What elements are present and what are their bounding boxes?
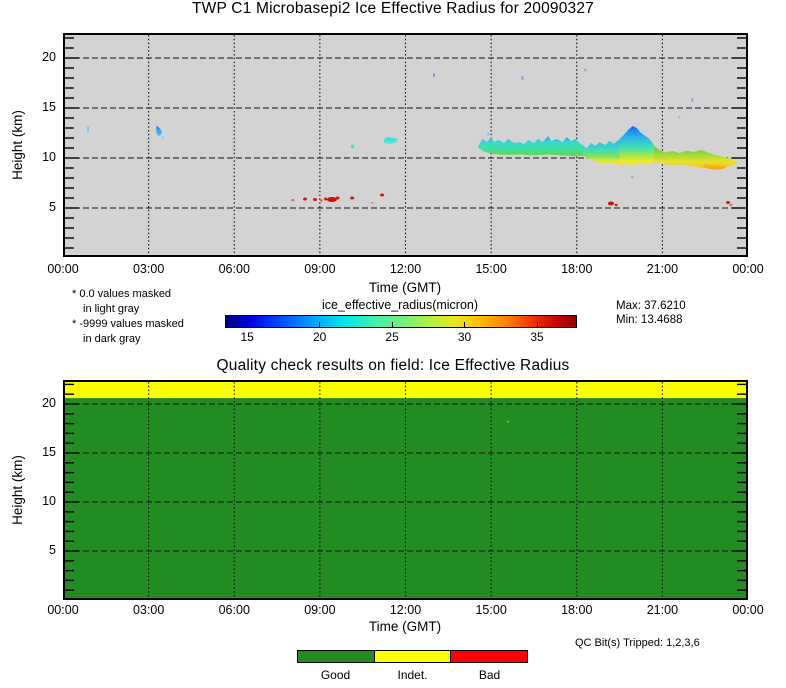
colorbar-label: ice_effective_radius(micron) [321,298,479,312]
x-tick-label: 09:00 [304,262,336,276]
cloud-region-cirrus-1130 [384,137,398,144]
x-tick-label: 09:00 [304,603,336,617]
y-tick-label: 15 [42,445,56,459]
colorbar-tick-mark [246,322,248,327]
legend-label: Indet. [397,668,428,682]
colorbar-max-value: Max: 37.6210 [616,300,686,312]
qc-legend-bar [297,650,528,663]
y-tick-label: 20 [42,50,56,64]
precip-dot [326,197,337,202]
x-tick-label: 06:00 [218,262,250,276]
top-chart-title: TWP C1 Microbasepi2 Ice Effective Radius… [191,0,595,17]
colorbar-tick-label: 20 [312,330,327,344]
mask-note-missing-line1: * -9999 values masked [72,318,184,330]
precip-dot [319,199,323,202]
plot-frame [63,380,748,600]
precip-dot [614,203,618,207]
x-tick-label: 00:00 [47,603,79,617]
colorbar-tick-label: 35 [530,330,544,344]
colorbar-tick-mark [319,322,321,327]
colorbar-tick-label: 30 [457,330,472,344]
legend-swatch-good [298,651,374,662]
precip-dot [726,201,730,204]
precip-dot [303,197,307,201]
qc-bits-note: QC Bit(s) Tripped: 1,2,3,6 [575,637,700,649]
y-tick-label: 15 [42,100,56,114]
colorbar-tick-label: 15 [240,330,254,344]
mask-note-zero-line2: in light gray [83,302,140,315]
colorbar-tick-label: 25 [385,330,399,344]
cloud-speck [87,126,90,132]
x-tick-label: 12:00 [389,262,422,276]
x-tick-label: 12:00 [389,603,422,617]
mask-note-zero: * 0.0 values masked in light gray [72,287,171,316]
precip-dot [630,175,634,179]
cloud-region-anvil-mid [582,139,620,165]
legend-label: Good [320,668,351,682]
x-tick-label: 03:00 [132,603,165,617]
y-tick-label: 5 [49,543,56,557]
precip-dot [380,193,385,197]
precip-dot [729,203,733,207]
y-tick-label: 5 [49,200,56,214]
cloud-region-anvil-peak [619,126,654,165]
colorbar-min-value: Min: 13.4688 [616,314,683,326]
y-tick-label: 10 [42,150,56,164]
cloud-speck [487,132,490,136]
precip-dot [370,202,374,204]
cloud-speck [584,68,587,72]
qc-band-indet [64,381,747,399]
legend-swatch-indet [373,651,451,662]
x-tick-label: 15:00 [475,262,507,276]
x-tick-label: 21:00 [646,603,679,617]
colorbar-tick-mark [391,322,393,327]
precip-dot [350,196,355,200]
x-tick-label: 00:00 [732,603,764,617]
y-tick-label: 20 [42,396,56,410]
precip-dot [335,196,340,200]
x-tick-label: 18:00 [561,603,593,617]
y-tick-label: 10 [42,494,56,508]
x-tick-label: 15:00 [475,603,507,617]
bottom-chart-plot [63,380,748,600]
x-tick-label: 00:00 [47,262,79,276]
legend-swatch-bad [450,651,528,662]
cloud-region-anvil-east-base [703,163,726,170]
legend-label: Bad [478,668,501,682]
top-y-axis-label: Height (km) [10,110,25,180]
mask-note-missing-line2: in dark gray [83,332,141,345]
mask-note-zero-line1: * 0.0 values masked [72,288,172,300]
precip-dot [313,198,317,201]
x-tick-label: 00:00 [732,262,764,276]
x-tick-label: 21:00 [646,262,679,276]
cloud-speck [678,115,681,119]
plot-frame [63,33,748,257]
x-tick-label: 03:00 [132,262,165,276]
cloud-speck [521,76,524,80]
cloud-speck [351,144,355,149]
precip-dot [324,197,328,201]
bottom-x-axis-label: Time (GMT) [368,619,442,634]
mask-note-missing: * -9999 values masked in dark gray [72,317,184,346]
x-tick-label: 18:00 [561,262,593,276]
cloud-speck [161,136,165,139]
colorbar [225,315,577,328]
top-x-axis-label: Time (GMT) [368,280,442,295]
cloud-speck [691,98,694,102]
bottom-y-axis-label: Height (km) [10,455,25,525]
top-chart-plot [63,33,748,257]
x-tick-label: 06:00 [218,603,250,617]
colorbar-tick-mark [464,322,466,327]
precip-dot [608,201,614,206]
bottom-chart-title: Quality check results on field: Ice Effe… [216,357,570,374]
qc-speck [507,420,510,423]
precip-dot [291,198,295,202]
cloud-speck [433,73,435,77]
colorbar-tick-mark [536,322,538,327]
cloud-region-anvil-east [653,146,737,170]
cloud-region-anvil-west [478,136,583,157]
cloud-region-cirrus-0320 [156,125,162,136]
